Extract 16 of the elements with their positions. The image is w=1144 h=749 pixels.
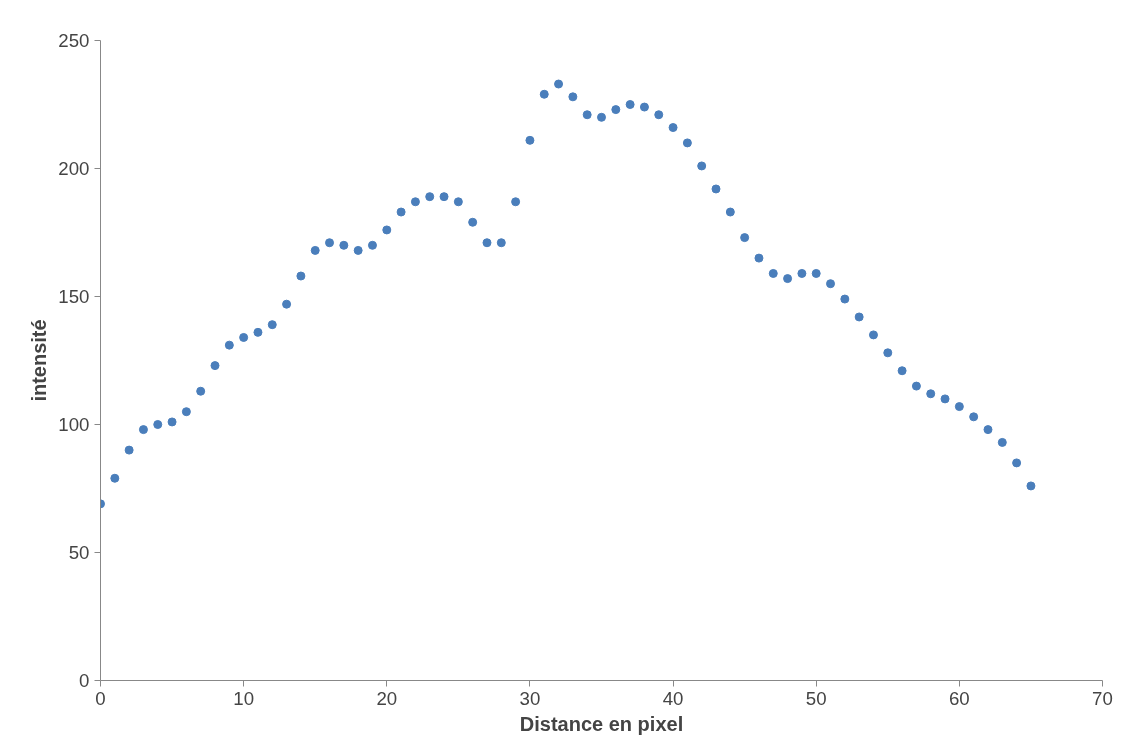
y-tick-label: 100: [58, 414, 90, 435]
x-tick-label: 50: [805, 687, 827, 709]
x-tick-label: 10: [233, 687, 255, 709]
y-tick-label: 50: [68, 542, 90, 563]
x-tick-label: 20: [376, 687, 398, 709]
x-tick-label: 30: [519, 687, 541, 709]
x-tick-label: 0: [95, 687, 106, 709]
y-axis-title: intensité: [28, 319, 51, 402]
x-tick-label: 70: [1092, 687, 1113, 709]
x-tick-label: 60: [948, 687, 970, 709]
y-tick-label: 150: [58, 286, 90, 307]
x-tick-label: 40: [662, 687, 684, 709]
x-axis-title: Distance en pixel: [519, 712, 684, 735]
y-tick-label: 200: [58, 158, 90, 179]
y-tick-label: 250: [58, 30, 90, 51]
y-tick-label: 0: [79, 670, 90, 691]
